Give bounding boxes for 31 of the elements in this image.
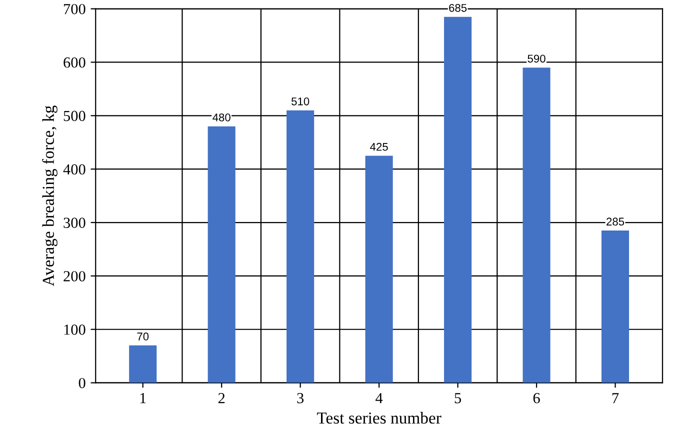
y-tick-label: 200 — [64, 271, 86, 282]
bar — [444, 16, 472, 383]
y-tick-label: 0 — [78, 378, 86, 388]
data-label: 685 — [449, 4, 467, 12]
y-tick-label: 400 — [63, 164, 86, 175]
data-label: 285 — [606, 218, 624, 226]
data-label: 590 — [528, 54, 546, 63]
x-tick-label: 5 — [454, 393, 462, 404]
y-tick-label: 100 — [64, 324, 86, 335]
bar — [365, 156, 393, 383]
bar — [601, 230, 630, 383]
y-axis-title: Average breaking force, kg — [42, 106, 58, 286]
x-tick-label: 2 — [218, 393, 225, 404]
data-label: 425 — [370, 142, 388, 151]
x-tick-label: 7 — [612, 393, 619, 404]
bar — [522, 68, 550, 383]
bar — [286, 110, 314, 383]
data-label: 70 — [137, 332, 149, 340]
x-axis-title: Test series number — [317, 412, 442, 424]
y-tick-label: 500 — [64, 110, 86, 122]
bar — [208, 126, 236, 383]
x-tick-label: 1 — [140, 393, 146, 404]
data-label: 480 — [212, 114, 230, 122]
x-tick-label: 6 — [533, 393, 540, 404]
y-tick-label: 300 — [64, 218, 86, 228]
x-tick-label: 3 — [297, 393, 304, 404]
y-tick-label: 600 — [64, 57, 86, 68]
bar — [129, 345, 157, 383]
y-tick-label: 700 — [64, 4, 86, 14]
x-tick-label: 4 — [376, 393, 383, 404]
data-label: 510 — [292, 97, 310, 106]
